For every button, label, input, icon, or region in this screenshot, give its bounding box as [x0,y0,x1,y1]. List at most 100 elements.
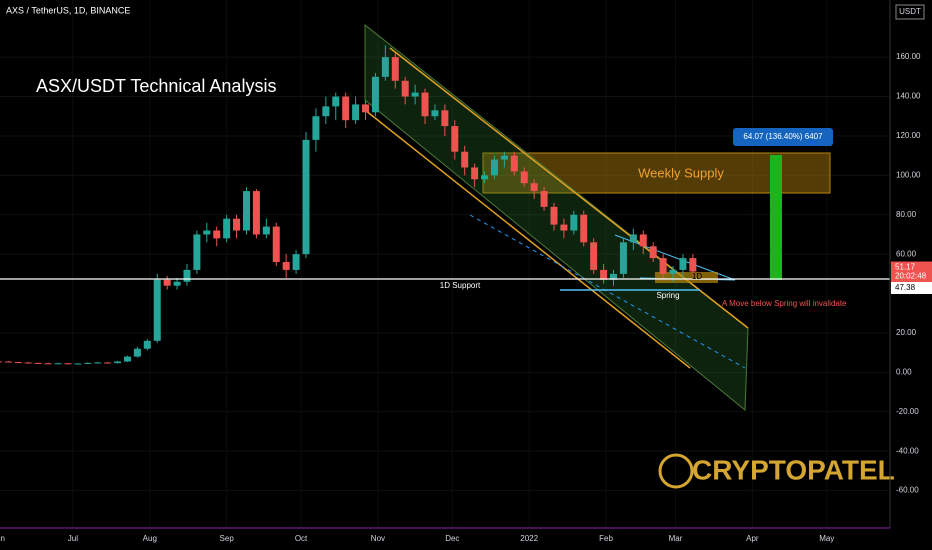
candle-body [590,242,598,270]
candle-body [24,362,32,364]
candle-body [451,126,459,152]
candle-body [44,363,52,365]
spring-label: Spring [656,291,679,300]
candle-body [133,348,141,357]
warning-label: A Move below Spring will invalidate [722,299,847,308]
candle-body [282,262,290,270]
candle-body [411,92,419,97]
candle-body [471,167,479,180]
candle-body [114,361,122,364]
candle-body [292,254,300,270]
candle-body [540,191,548,207]
candle-body [600,269,608,280]
candle-body [619,242,627,274]
y-tick-label: 20.00 [896,328,917,337]
candle-body [461,151,469,168]
candle-body [14,362,22,364]
channel-lower [364,109,691,369]
candle-body [362,104,370,113]
candle-body [193,234,201,270]
candle-body [213,230,221,239]
candle-body [570,214,578,231]
x-tick-label: Nov [371,534,385,543]
candle-body [520,171,528,184]
candle-body [381,57,389,77]
candle-body [143,340,151,349]
candle-body [610,273,618,280]
x-tick-label: Feb [599,534,613,543]
candle-body [401,80,409,97]
candle-body [500,155,508,160]
candle-body [441,110,449,127]
candles [0,45,697,365]
last-price: 51.17 [895,263,916,272]
candle-body [262,226,270,235]
candle-body [431,110,439,117]
logo-ring [658,453,694,489]
x-tick-label: Apr [746,534,759,543]
candle-body [639,234,647,247]
chart-title: ASX/USDT Technical Analysis [36,76,276,96]
candle-body [481,175,489,180]
candle-body [163,279,171,286]
candle-body [629,234,637,243]
y-tick-label: 140.00 [896,92,921,101]
candle-body [391,57,399,81]
support-label: 1D Support [440,281,481,290]
support-price-box [891,282,932,295]
candle-body [252,191,260,235]
candle-body [233,218,241,231]
candle-body [104,362,112,364]
y-tick-label: 60.00 [896,249,917,258]
candle-body [183,269,191,282]
y-tick-label: -40.00 [896,446,919,455]
x-tick-label: Oct [295,534,308,543]
candle-body [371,76,379,113]
candle-body [580,214,588,243]
candle-body [4,361,12,363]
supply-label: Weekly Supply [638,165,724,180]
candle-body [123,356,131,362]
candle-body [173,281,181,286]
x-tick-label: Dec [445,534,459,543]
tf-label: 1D [692,272,702,281]
candle-body [649,246,657,259]
candle-body [679,258,687,270]
y-tick-label: 0.00 [896,367,912,376]
candle-body [550,206,558,225]
candle-body [312,116,320,140]
candle-body [74,363,82,365]
measure-box [733,128,833,146]
measure-label: 64.07 (136.40%) 6407 [743,132,823,141]
candle-body [242,191,250,231]
candle-body [342,96,350,121]
brand: CRYPTOPATEL [692,454,895,485]
candle-body [0,361,3,363]
currency: USDT [899,7,921,16]
candle-body [560,224,568,231]
y-tick-label: -60.00 [896,486,919,495]
candle-body [94,362,102,364]
y-tick-label: 120.00 [896,131,921,140]
x-tick-label: Jun [0,534,5,543]
x-tick-label: May [819,534,834,543]
x-tick-label: Aug [143,534,157,543]
candle-body [689,258,697,272]
x-tick-label: Sep [220,534,235,543]
y-tick-label: 100.00 [896,170,921,179]
candle-body [84,362,92,364]
last-price-box [891,261,932,284]
grid [0,0,890,528]
candle-body [510,155,518,172]
candle-body [332,96,340,107]
x-tick-label: Mar [669,534,683,543]
currency-box [895,4,925,20]
support-price: 47.38 [895,283,916,292]
x-tick-label: Jul [68,534,78,543]
candle-body [223,218,231,239]
y-tick-label: -20.00 [896,407,919,416]
symbol: AXS / TetherUS, 1D, BINANCE [6,5,130,15]
candle-body [669,269,677,274]
y-tick-label: 80.00 [896,210,917,219]
